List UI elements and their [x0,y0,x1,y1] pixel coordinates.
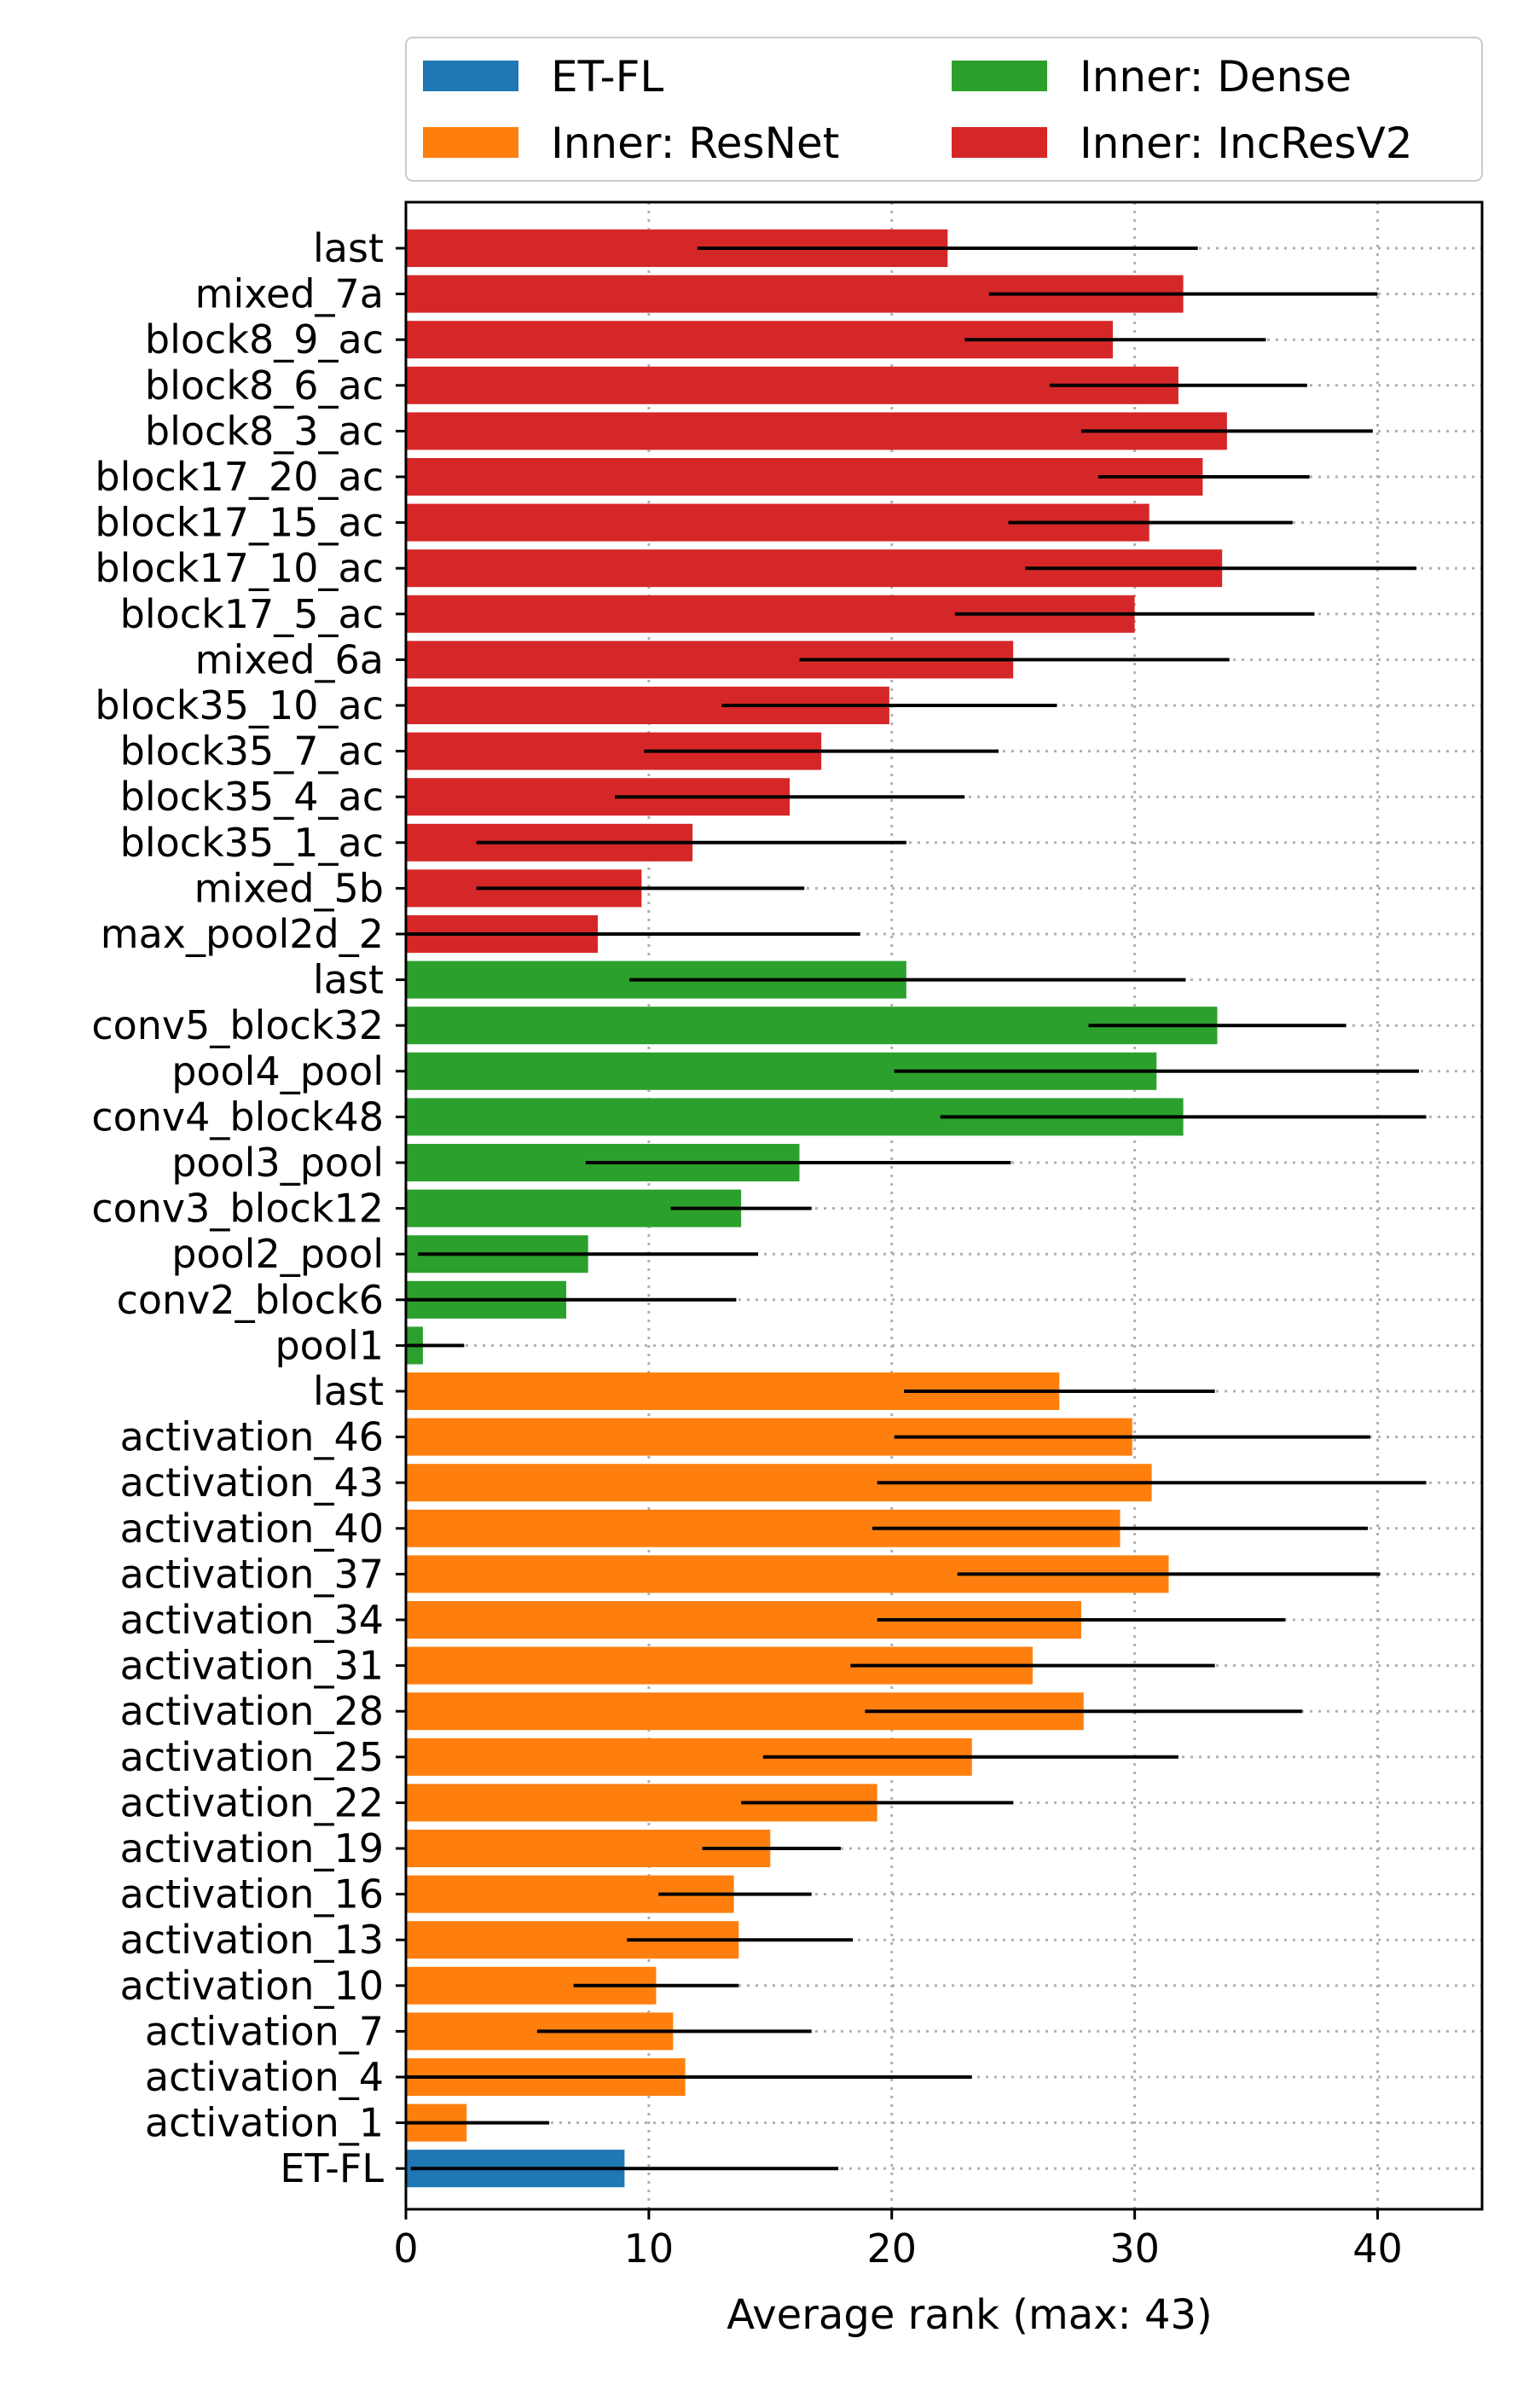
y-tick-label: pool2_pool [171,1231,384,1277]
y-tick-label: activation_37 [120,1551,384,1597]
legend-items: ET-FL Inner: ResNet Inner: Dense Inner: Inc… [423,52,1413,168]
x-axis-ticks: 0 10 20 30 40 [393,2209,1403,2272]
y-tick-label: mixed_5b [194,865,384,911]
legend-label: Inner: IncResV2 [1080,119,1413,168]
y-tick-label: block8_9_ac [145,316,384,363]
legend-swatch [423,61,518,91]
y-tick-label: activation_7 [145,2008,384,2054]
error-bars [406,247,1427,2171]
y-tick-label: activation_22 [120,1779,384,1825]
y-tick-label: block35_1_ac [120,820,384,866]
y-tick-label: block17_20_ac [95,454,384,500]
legend-label: ET-FL [551,52,663,102]
legend: ET-FL Inner: ResNet Inner: Dense Inner: Inc… [405,37,1483,182]
y-tick-label: block35_7_ac [120,728,384,775]
legend-box [405,37,1483,182]
legend-swatch [423,127,518,158]
y-tick-label: block8_3_ac [145,408,384,454]
y-tick-label: activation_16 [120,1871,384,1918]
y-tick-label: activation_40 [120,1506,384,1552]
y-tick-label: conv2_block6 [117,1277,384,1323]
x-tick-label: 40 [1352,2225,1403,2272]
bar [406,458,1203,496]
y-tick-label: max_pool2d_2 [101,911,384,957]
y-tick-label: mixed_6a [195,636,384,682]
x-axis-title: Average rank (max: 43) [727,2291,1213,2339]
y-tick-label: block8_6_ac [145,363,384,409]
y-tick-label: pool3_pool [171,1140,384,1186]
y-axis-ticks: lastmixed_7ablock8_9_acblock8_6_acblock8… [91,225,406,2191]
y-tick-label: block17_10_ac [95,545,384,591]
y-tick-label: mixed_7a [195,271,384,317]
y-tick-label: conv4_block48 [91,1094,384,1140]
plot-frame [404,200,1484,2211]
legend-swatch [952,127,1047,158]
y-tick-label: activation_31 [120,1643,384,1689]
y-tick-label: block17_15_ac [95,500,384,546]
y-tick-label: block35_10_ac [95,682,384,728]
y-tick-label: last [313,225,384,271]
y-tick-label: conv3_block12 [91,1186,384,1232]
y-tick-label: block35_4_ac [120,774,384,820]
y-tick-label: activation_19 [120,1825,384,1871]
legend-label: Inner: Dense [1080,52,1352,102]
y-tick-label: activation_10 [120,1963,384,2009]
y-tick-label: activation_13 [120,1917,384,1963]
y-tick-label: pool1 [275,1322,384,1368]
y-tick-label: activation_28 [120,1688,384,1734]
x-tick-label: 0 [393,2225,418,2272]
y-tick-label: activation_25 [120,1734,384,1780]
x-tick-label: 30 [1109,2225,1160,2272]
y-tick-label: block17_5_ac [120,591,384,637]
x-tick-label: 10 [624,2225,675,2272]
legend-label: Inner: ResNet [551,119,839,168]
y-tick-label: activation_43 [120,1459,384,1506]
y-tick-label: activation_46 [120,1414,384,1460]
y-tick-label: conv5_block32 [91,1002,384,1048]
y-tick-label: pool4_pool [171,1048,384,1094]
y-tick-label: activation_1 [145,2100,384,2146]
bar [406,1007,1218,1045]
x-tick-label: 20 [866,2225,917,2272]
y-tick-label: last [313,957,384,1003]
y-tick-label: ET-FL [280,2145,384,2191]
y-tick-label: last [313,1368,384,1414]
y-tick-label: activation_34 [120,1597,384,1643]
y-tick-label: activation_4 [145,2054,384,2100]
legend-swatch [952,61,1047,91]
